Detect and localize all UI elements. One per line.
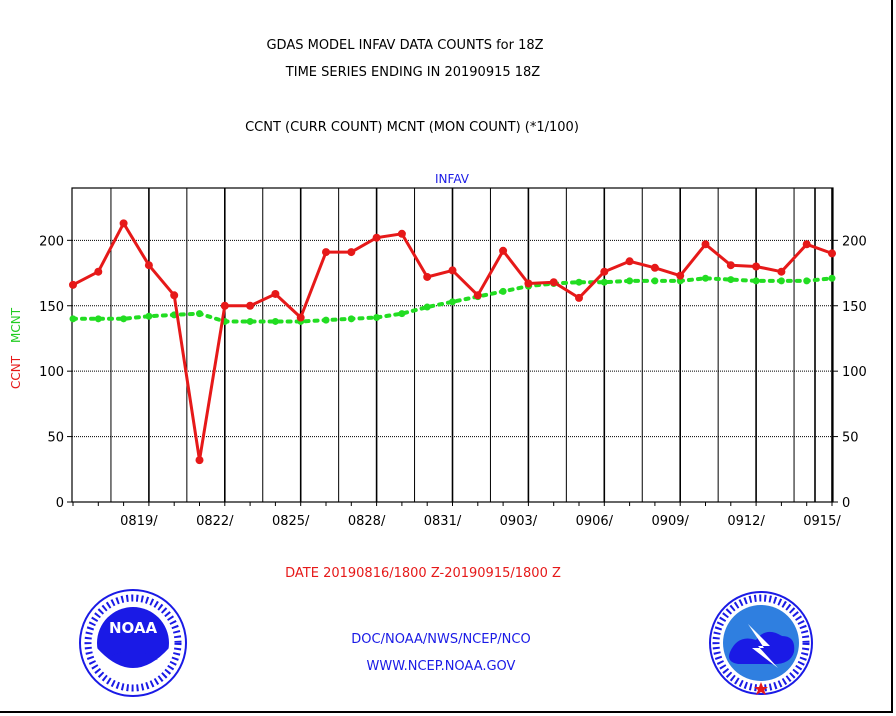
data-point-mcnt — [752, 277, 760, 285]
data-point-mcnt — [499, 287, 507, 295]
data-point-mcnt — [373, 314, 381, 322]
data-point-ccnt — [170, 291, 179, 300]
data-point-mcnt — [575, 278, 583, 286]
data-point-mcnt — [449, 298, 456, 306]
data-point-mcnt — [600, 278, 608, 286]
data-point-ccnt — [448, 266, 457, 275]
x-tick-label: 0909/ — [651, 514, 689, 529]
y-tick-label-right: 50 — [842, 431, 859, 446]
y-tick-label-right: 100 — [842, 365, 867, 380]
data-point-ccnt — [69, 280, 77, 289]
data-point-mcnt — [347, 315, 355, 323]
data-point-ccnt — [296, 313, 305, 322]
y-tick-label-right: 200 — [842, 234, 867, 249]
data-point-ccnt — [423, 272, 432, 281]
data-point-mcnt — [828, 274, 836, 282]
data-point-ccnt — [676, 271, 685, 280]
y-tick-label-left: 0 — [56, 496, 64, 511]
x-tick-label: 0819/ — [120, 514, 158, 529]
data-point-ccnt — [600, 267, 609, 276]
chart-title-line1: GDAS MODEL INFAV DATA COUNTS for 18Z — [266, 38, 544, 53]
y-tick-label-left: 200 — [39, 234, 64, 249]
x-tick-label: 0831/ — [424, 514, 462, 529]
x-tick-label: 0915/ — [803, 514, 841, 529]
national-weather-service-logo-icon — [709, 591, 813, 695]
data-point-mcnt — [145, 312, 153, 320]
data-point-mcnt — [626, 277, 634, 285]
data-point-mcnt — [322, 316, 330, 324]
data-point-ccnt — [549, 278, 558, 287]
x-tick-label: 0825/ — [272, 514, 310, 529]
y-tick-label-right: 150 — [842, 300, 867, 315]
data-point-ccnt — [752, 262, 761, 271]
data-point-mcnt — [423, 303, 431, 311]
chart-title-line2: TIME SERIES ENDING IN 20190915 18Z — [285, 65, 541, 80]
data-point-ccnt — [144, 261, 153, 270]
date-range-label: DATE 20190816/1800 Z-20190915/1800 Z — [285, 566, 561, 581]
y-tick-label-left: 100 — [39, 365, 64, 380]
data-point-mcnt — [777, 277, 785, 285]
x-tick-label: 0906/ — [576, 514, 614, 529]
data-point-ccnt — [575, 293, 583, 302]
x-tick-label: 0912/ — [727, 514, 765, 529]
y-tick-label-right: 0 — [842, 496, 850, 511]
data-point-mcnt — [94, 315, 102, 323]
data-point-ccnt — [524, 279, 533, 288]
data-point-mcnt — [271, 317, 279, 325]
data-point-mcnt — [803, 277, 811, 285]
data-point-ccnt — [473, 291, 482, 300]
y-tick-label-left: 150 — [39, 300, 64, 315]
chart-subtitle: CCNT (CURR COUNT) MCNT (MON COUNT) (*1/1… — [245, 120, 579, 135]
data-point-ccnt — [397, 229, 406, 238]
data-point-ccnt — [220, 301, 229, 310]
x-tick-label: 0828/ — [348, 514, 386, 529]
data-point-ccnt — [777, 267, 786, 276]
panel-title: INFAV — [435, 172, 469, 186]
data-point-ccnt — [246, 301, 255, 310]
data-point-ccnt — [271, 289, 280, 298]
data-point-ccnt — [650, 263, 659, 272]
data-point-mcnt — [120, 315, 128, 323]
data-point-mcnt — [727, 276, 735, 284]
data-point-ccnt — [499, 246, 508, 255]
data-point-ccnt — [195, 456, 204, 465]
data-point-ccnt — [119, 219, 128, 228]
data-point-mcnt — [398, 310, 406, 318]
data-point-ccnt — [94, 267, 103, 276]
data-point-mcnt — [702, 274, 709, 282]
data-point-ccnt — [372, 233, 381, 242]
data-point-ccnt — [701, 240, 710, 249]
data-point-mcnt — [196, 310, 203, 318]
data-point-mcnt — [69, 315, 77, 323]
x-tick-label: 0822/ — [196, 514, 234, 529]
data-point-ccnt — [322, 248, 330, 257]
x-tick-label: 0903/ — [500, 514, 538, 529]
data-point-ccnt — [625, 257, 634, 266]
data-point-mcnt — [246, 317, 254, 325]
organization-label: DOC/NOAA/NWS/NCEP/NCO — [351, 632, 531, 647]
data-point-ccnt — [828, 249, 836, 258]
data-point-ccnt — [726, 261, 735, 270]
data-point-mcnt — [651, 277, 659, 285]
y-tick-label-left: 50 — [47, 431, 64, 446]
noaa-logo-icon: NOAA — [79, 589, 187, 697]
data-point-ccnt — [802, 240, 811, 249]
website-label: WWW.NCEP.NOAA.GOV — [366, 659, 516, 674]
svg-text:NOAA: NOAA — [109, 619, 158, 637]
data-point-ccnt — [347, 248, 356, 257]
